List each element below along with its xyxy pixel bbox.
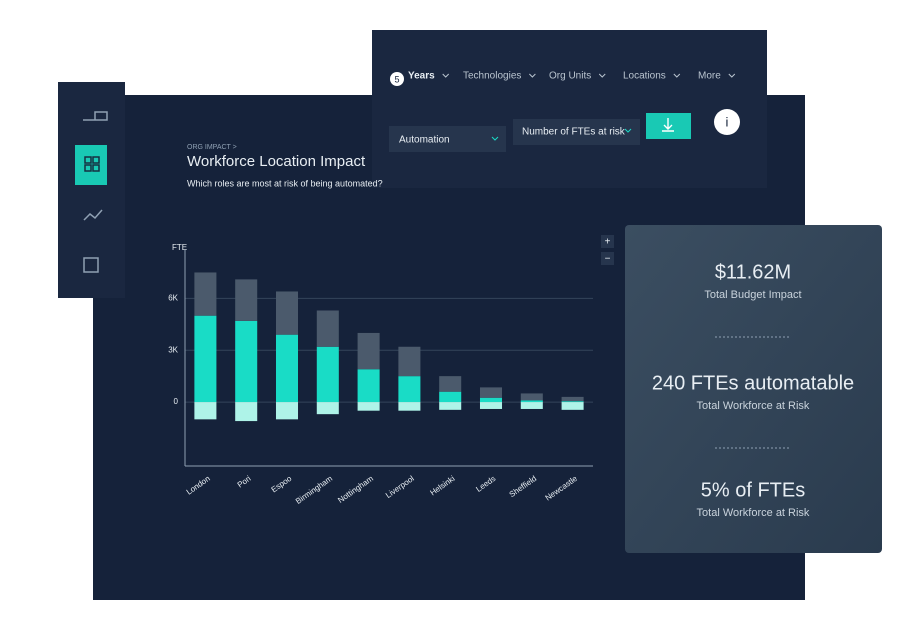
chevron xyxy=(624,128,632,133)
bar-segment xyxy=(520,393,543,401)
years-badge[interactable] xyxy=(390,72,404,86)
y-tick-label: 6K xyxy=(168,293,178,302)
bar-segment xyxy=(357,332,380,370)
bar-segment xyxy=(398,346,421,377)
bar-segment xyxy=(398,402,421,411)
bar-segment xyxy=(316,346,339,403)
chevron xyxy=(442,73,450,78)
years-count: 5 xyxy=(394,74,399,84)
info-label: i xyxy=(726,114,729,129)
kpi-label: Total Budget Impact xyxy=(704,289,801,301)
chevron xyxy=(673,73,681,78)
bar-segment xyxy=(561,401,584,403)
bar-segment xyxy=(194,402,217,420)
zoom-in-label: + xyxy=(605,237,611,248)
bar-segment xyxy=(316,402,339,415)
kpi-label: Total Workforce at Risk xyxy=(697,507,810,519)
bar-segment xyxy=(194,272,217,316)
kpis: $11.62M Total Budget Impact 240 FTEs autom… xyxy=(652,261,854,519)
download-icon xyxy=(662,118,674,132)
bar-segment xyxy=(235,279,258,321)
tabs: Years Technologies Org Units Locations More xyxy=(408,71,736,82)
tab-label[interactable]: Technologies xyxy=(463,71,521,82)
bar-segment xyxy=(235,320,258,403)
bar-segment xyxy=(357,402,380,411)
kpi-card xyxy=(625,225,882,553)
logo-icon xyxy=(83,111,108,121)
y-axis-label: FTE xyxy=(172,243,187,252)
page-title: Workforce Location Impact xyxy=(187,153,366,170)
bar-segment xyxy=(235,402,258,422)
nav-chip[interactable] xyxy=(83,257,99,273)
bar-segment xyxy=(398,376,421,403)
y-tick-label: 0 xyxy=(174,397,179,406)
bar-segment xyxy=(520,400,543,403)
bar-segment xyxy=(520,402,543,409)
bar-segment xyxy=(561,396,584,402)
bar-segment xyxy=(357,369,380,403)
dropdown-label: Number of FTEs at risk xyxy=(522,127,626,138)
info-button[interactable] xyxy=(714,109,740,135)
zoom-out[interactable] xyxy=(601,252,614,265)
tab-label[interactable]: Org Units xyxy=(549,71,591,82)
dropdown[interactable] xyxy=(389,126,506,152)
bar-segment xyxy=(479,387,503,398)
sidebar xyxy=(58,82,125,298)
tab-label[interactable]: Locations xyxy=(623,71,666,82)
grid-icon xyxy=(84,156,100,172)
bar-segment xyxy=(275,291,299,335)
chevron xyxy=(598,73,606,78)
bar-segment xyxy=(479,402,503,409)
chevron xyxy=(529,73,536,78)
kpi-value: $11.62M xyxy=(715,261,791,283)
bar-segment xyxy=(439,402,462,410)
breadcrumb: ORG IMPACT > xyxy=(187,144,237,151)
zoom-in[interactable] xyxy=(601,235,614,248)
bar-segment xyxy=(479,397,503,403)
nav-trend[interactable] xyxy=(83,209,103,221)
bar-segment xyxy=(275,402,299,420)
dropdown-label: Automation xyxy=(399,135,450,146)
bar-segment xyxy=(194,315,217,403)
bar-segment xyxy=(561,402,584,410)
kpi-label: Total Workforce at Risk xyxy=(697,400,810,412)
bar-segment xyxy=(439,376,462,392)
kpi-value: 5% of FTEs xyxy=(701,479,805,501)
tab-label[interactable]: More xyxy=(698,71,721,82)
bar-segment xyxy=(275,334,299,403)
chevron xyxy=(728,73,736,78)
chevron xyxy=(491,136,499,141)
zoom-out-label: − xyxy=(605,254,611,265)
kpi-value: 240 FTEs automatable xyxy=(652,372,854,394)
filter-bar xyxy=(372,30,767,188)
y-tick-label: 3K xyxy=(168,345,178,354)
bar-segment xyxy=(316,310,339,347)
page-subtitle: Which roles are most at risk of being au… xyxy=(187,178,383,188)
bar-segment xyxy=(439,391,462,403)
dropdown[interactable] xyxy=(513,119,640,145)
tab-label[interactable]: Years xyxy=(408,71,435,82)
